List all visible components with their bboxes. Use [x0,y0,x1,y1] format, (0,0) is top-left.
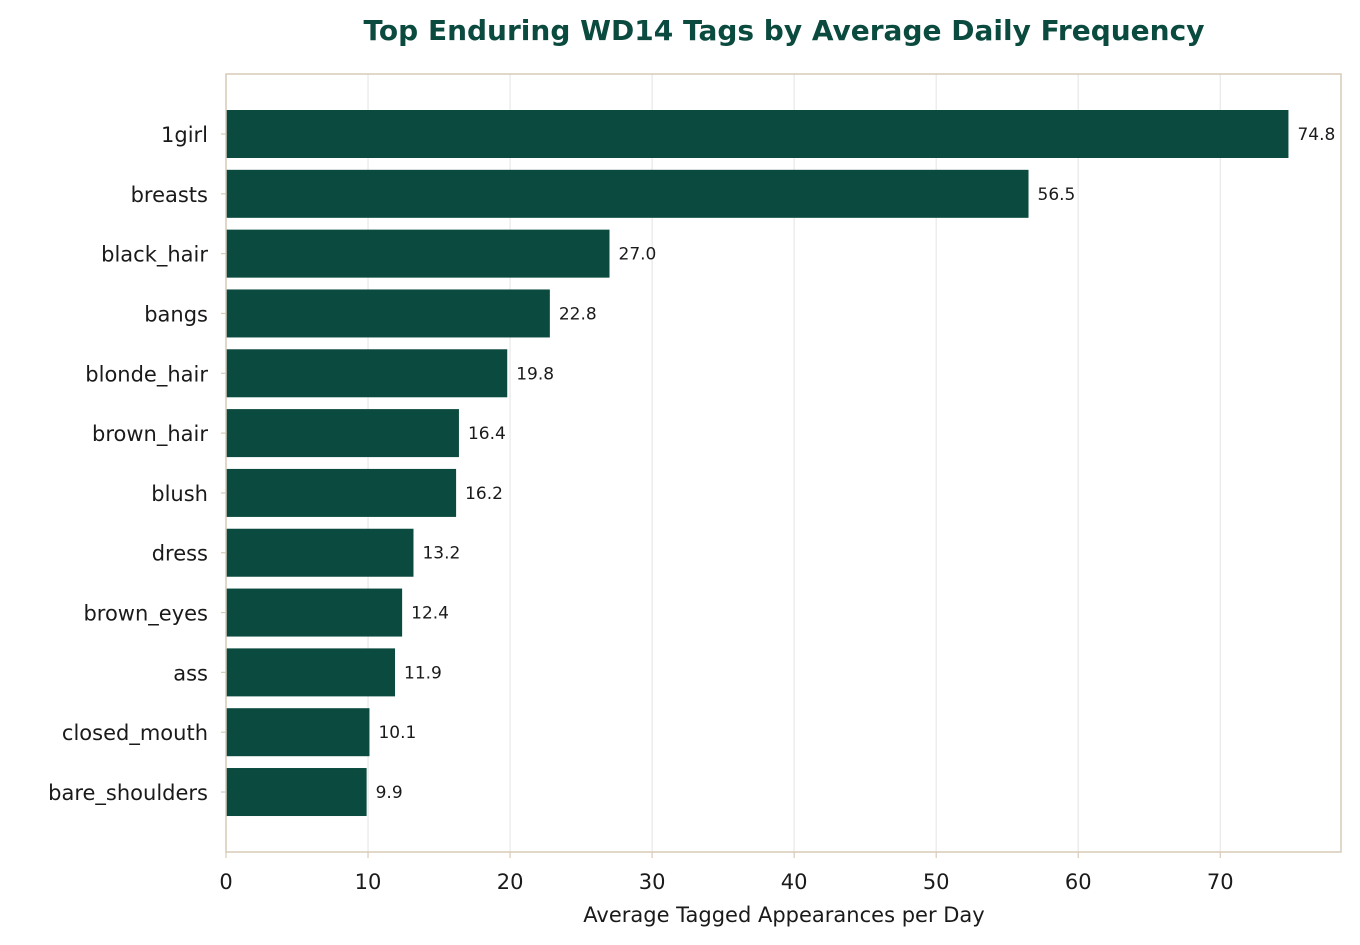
y-tick-label-2: black_hair [101,243,208,268]
bar-blonde_hair [226,349,508,398]
plot-frame [225,73,1342,853]
value-label-2: 27.0 [619,245,657,265]
y-tick-label-10: closed_mouth [62,721,208,746]
bar-1girl [226,110,1289,158]
y-tick-label-1: breasts [131,183,208,207]
y-tick-label-3: bangs [144,302,208,326]
x-tick-label-7: 70 [1207,870,1234,894]
bar-blush [226,468,457,517]
plot-border [225,73,1342,853]
value-label-1: 56.5 [1038,185,1076,205]
y-tick-label-0: 1girl [161,123,208,147]
x-tick-label-2: 20 [497,870,524,894]
bar-closed_mouth [226,708,370,757]
x-tick-label-1: 10 [355,870,382,894]
value-label-10: 10.1 [378,723,416,743]
bars [226,110,1289,817]
x-tick-label-5: 50 [923,870,950,894]
bar-bangs [226,289,550,338]
bar-brown_hair [226,409,459,458]
bar-ass [226,648,396,697]
value-label-0: 74.8 [1297,125,1335,145]
x-ticks: 0 10 20 30 40 50 60 70 [219,852,1234,894]
value-label-11: 9.9 [376,783,403,803]
y-tick-label-11: bare_shoulders [48,781,208,806]
x-axis-label: Average Tagged Appearances per Day [583,903,984,927]
x-tick-label-6: 60 [1065,870,1092,894]
y-tick-label-6: blush [151,482,208,506]
value-label-3: 22.8 [559,304,597,324]
bar-breasts [226,169,1029,218]
chart-title: Top Enduring WD14 Tags by Average Daily … [364,14,1205,47]
value-label-5: 16.4 [468,424,506,444]
value-label-6: 16.2 [465,484,503,504]
value-labels: 74.8 56.5 27.0 22.8 19.8 16.4 16.2 13.2 12.4 11.9… [376,125,1336,803]
y-tick-label-8: brown_eyes [83,602,208,627]
x-tick-label-4: 40 [781,870,808,894]
x-tick-label-0: 0 [219,870,232,894]
value-label-4: 19.8 [516,364,554,384]
bar-black_hair [226,229,610,278]
y-tick-label-5: brown_hair [92,422,208,447]
y-tick-label-4: blonde_hair [85,362,208,387]
bar-brown_eyes [226,588,403,637]
x-tick-label-3: 30 [639,870,666,894]
value-label-9: 11.9 [404,663,442,683]
value-label-7: 13.2 [422,544,460,564]
y-tick-label-9: ass [173,661,208,685]
bar-dress [226,528,414,577]
value-label-8: 12.4 [411,604,449,624]
bar-bare_shoulders [226,768,367,817]
y-tick-label-7: dress [152,542,208,566]
